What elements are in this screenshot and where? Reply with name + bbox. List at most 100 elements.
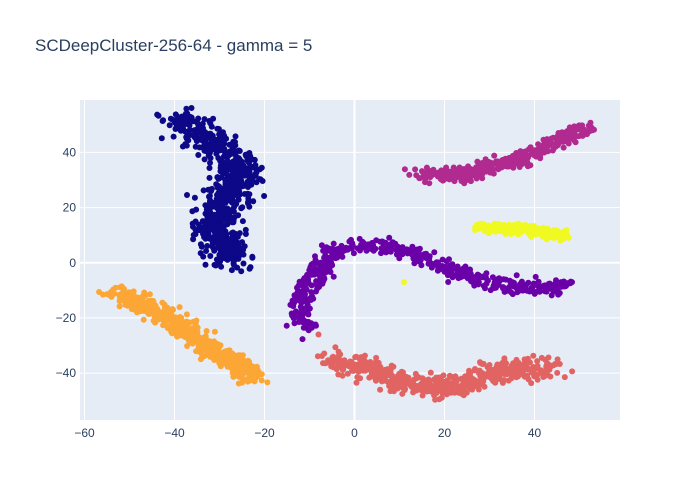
data-point [261,193,268,199]
data-point [190,232,197,238]
data-point [200,134,207,141]
data-point [344,370,351,377]
data-point [348,236,354,243]
data-point [437,176,444,183]
data-point [229,251,236,258]
data-point [225,173,231,180]
data-point [339,249,345,256]
data-point [382,246,389,253]
data-point [207,253,214,259]
data-point [381,366,388,373]
data-point [205,349,212,356]
data-point [179,143,186,150]
data-point [496,221,503,228]
data-point [320,278,327,284]
data-point [487,169,494,176]
data-point [567,278,574,285]
data-point [363,247,370,254]
data-point [506,160,513,167]
data-point [173,123,180,130]
data-point [232,175,239,182]
data-point [159,299,166,306]
data-point [231,257,238,264]
data-point [300,306,307,313]
data-point [589,127,596,134]
data-point [400,377,407,384]
data-point [380,377,387,384]
data-point [406,171,413,178]
data-point [482,373,489,380]
data-point [532,273,539,280]
data-point [316,283,323,290]
data-point [199,120,206,127]
data-point [290,315,297,322]
data-point [201,228,208,235]
data-point [535,278,542,285]
data-point [534,358,541,365]
data-point [461,266,468,273]
data-point [545,283,552,290]
data-point [251,372,258,379]
data-point [330,273,337,280]
data-point [323,244,330,251]
data-point [178,125,185,132]
data-point [233,201,240,207]
data-point [447,389,454,396]
x-tick-label: 40 [528,426,542,440]
data-point [531,152,538,159]
data-point [207,159,213,166]
data-point [373,354,380,361]
data-point [227,166,234,173]
data-point [210,224,217,231]
data-point [513,272,520,279]
data-point [557,283,564,290]
data-point [479,220,486,227]
data-point [165,313,172,320]
data-point [246,159,252,166]
data-point [207,209,214,216]
data-point [216,222,223,229]
data-point [231,186,238,193]
x-tick-label: 20 [438,426,452,440]
data-point [183,311,190,318]
data-point [528,234,535,240]
data-point [535,148,541,155]
data-point [548,135,555,142]
data-point [244,167,250,174]
data-point [510,157,517,164]
data-point [479,225,486,232]
data-point [524,226,531,233]
data-point [184,192,190,198]
data-point [530,352,537,359]
data-point [234,264,241,271]
data-point [386,234,393,241]
data-point [334,356,341,362]
data-point [455,267,462,274]
data-point [203,248,210,254]
data-point [303,286,310,293]
data-point [517,281,523,288]
data-point [245,184,251,190]
data-point [337,351,344,358]
data-point [195,152,202,158]
data-point [229,219,236,226]
data-point [559,231,566,238]
data-point [339,253,346,260]
data-point [186,122,193,129]
data-point [208,214,215,221]
data-point [418,252,425,259]
data-point [323,268,330,275]
data-point [206,149,212,156]
data-point [235,193,242,200]
data-point [561,374,568,381]
data-point [206,130,213,137]
data-point [231,160,238,167]
data-point [283,322,290,329]
data-point [137,303,144,310]
data-point [142,292,149,299]
data-point [547,230,554,237]
data-point [215,200,222,206]
data-point [234,233,241,240]
data-point [370,245,377,252]
data-point [172,328,179,335]
